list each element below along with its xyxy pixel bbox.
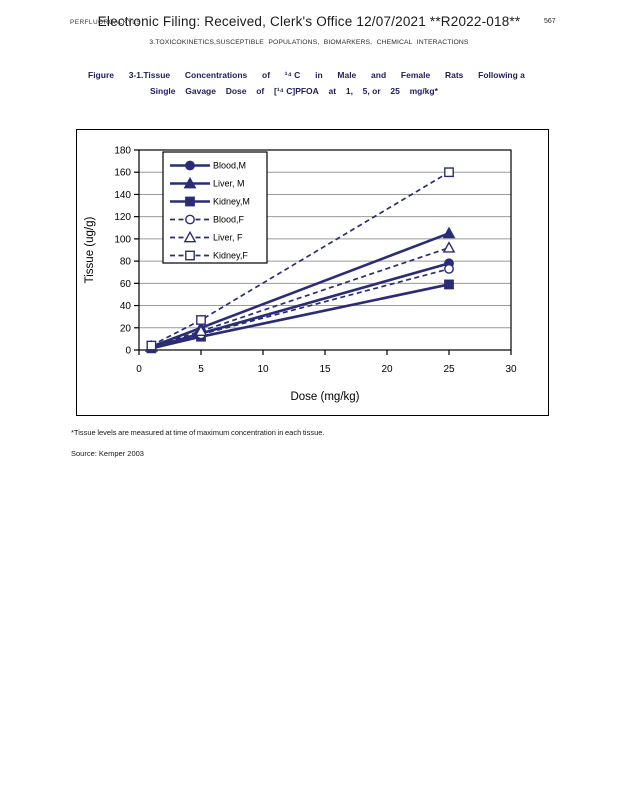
y-tick-label: 60 — [120, 279, 132, 290]
legend-marker-liver-f — [183, 230, 197, 243]
running-head: PERFLUOROALKYLS — [70, 19, 142, 26]
legend-label: Kidney,F — [213, 251, 248, 261]
legend-marker-liver-m — [183, 176, 197, 189]
x-tick-label: 25 — [443, 364, 455, 375]
x-tick-label: 20 — [381, 364, 393, 375]
caption-word: Figure — [88, 70, 114, 80]
caption-word: ¹⁴ C — [284, 70, 301, 80]
caption-word: at — [328, 86, 337, 96]
legend-label: Kidney,M — [213, 197, 250, 207]
x-tick-label: 30 — [505, 364, 517, 375]
series-kidney-f — [146, 167, 454, 351]
figure-caption-line-1: Figure 3-1.Tissue Concentrations of ¹⁴ C in Ma… — [88, 70, 525, 80]
y-tick-label: 0 — [125, 346, 131, 357]
caption-word: mg/kg* — [409, 86, 438, 96]
legend-label: Blood,F — [213, 215, 245, 225]
caption-word: Dose — [225, 86, 247, 96]
legend-item-liver-m: Liver, M — [170, 176, 245, 189]
caption-word: Male — [337, 70, 357, 80]
legend-item-kidney-m: Kidney,M — [170, 196, 250, 207]
legend-item-blood-f: Blood,F — [170, 214, 245, 225]
legend-label: Liver, M — [213, 179, 245, 189]
x-tick-label: 5 — [198, 364, 204, 375]
y-axis-title: Tissue (ug/g) — [84, 216, 96, 283]
x-axis-title: Dose (mg/kg) — [290, 391, 359, 403]
section-header: 3.TOXICOKINETICS,SUSCEPTIBLE POPULATIONS… — [149, 39, 469, 46]
legend-item-kidney-f: Kidney,F — [170, 250, 248, 261]
marker-kidney-f-5 — [196, 315, 206, 325]
x-tick-label: 0 — [136, 364, 142, 375]
y-tick-label: 20 — [120, 323, 132, 334]
caption-word: 5, or — [362, 86, 381, 96]
y-tick-label: 100 — [114, 234, 131, 245]
y-axis: 0 20 40 60 80 100 120 140 160 180 Tissue (ug/g) — [84, 146, 139, 357]
caption-word: 3-1.Tissue — [128, 70, 171, 80]
x-tick-label: 10 — [257, 364, 269, 375]
chart-legend: Blood,M Liver, M Kidney,M Blood,F Liver, F Ki… — [162, 151, 268, 264]
marker-kidney-f-1 — [146, 340, 157, 351]
caption-word: of — [256, 86, 265, 96]
caption-word: in — [315, 70, 323, 80]
caption-word: of — [262, 70, 271, 80]
y-tick-label: 140 — [114, 190, 131, 201]
figure-source: Source: Kemper 2003 — [71, 449, 144, 458]
marker-liver-f-25 — [442, 241, 456, 253]
caption-word: Concentrations — [184, 70, 248, 80]
y-tick-label: 180 — [114, 146, 131, 157]
legend-label: Liver, F — [213, 233, 243, 243]
caption-word: Gavage — [185, 86, 216, 96]
caption-word: 1, — [345, 86, 353, 96]
legend-marker-blood-f — [185, 214, 195, 225]
legend-marker-blood-m — [185, 160, 195, 171]
y-tick-label: 80 — [120, 257, 132, 268]
caption-word: Following a — [478, 70, 525, 80]
y-tick-label: 120 — [114, 212, 131, 223]
caption-word: and — [371, 70, 387, 80]
caption-word: Rats — [444, 70, 464, 80]
marker-liver-m-25 — [442, 226, 456, 239]
x-tick-label: 15 — [319, 364, 331, 375]
series-line-kidney-m — [151, 283, 450, 350]
caption-word: Single — [150, 86, 176, 96]
marker-liver-f-5 — [194, 324, 208, 337]
legend-marker-kidney-f — [185, 250, 195, 261]
caption-word: [¹⁴ C]PFOA — [274, 86, 319, 96]
legend-item-liver-f: Liver, F — [170, 230, 243, 243]
page-number: 567 — [544, 18, 556, 25]
marker-blood-f-25 — [444, 263, 454, 274]
legend-border — [162, 151, 268, 264]
y-tick-label: 40 — [120, 301, 132, 312]
tissue-chart-svg: 0 5 10 15 20 25 30 Dose (mg/kg) 0 20 40 60 80 100 120 1… — [84, 146, 517, 404]
x-axis: 0 5 10 15 20 25 30 Dose (mg/kg) — [136, 350, 517, 403]
caption-word: Female — [400, 70, 431, 80]
efiling-stamp: Electronic Filing: Received, Clerk's Off… — [97, 14, 521, 29]
legend-label: Blood,M — [213, 161, 246, 171]
figure-footnote: *Tissue levels are measured at time of m… — [71, 428, 325, 437]
y-tick-label: 160 — [114, 168, 131, 179]
caption-word: 25 — [390, 86, 400, 96]
tissue-concentration-chart: 0 5 10 15 20 25 30 Dose (mg/kg) 0 20 40 60 80 100 120 1… — [76, 129, 549, 416]
figure-caption-line-2: Single Gavage Dose of [¹⁴ C]PFOA at 1, 5, or 25 m… — [150, 86, 438, 96]
legend-item-blood-m: Blood,M — [170, 160, 246, 171]
marker-kidney-f-25 — [444, 167, 454, 178]
legend-marker-kidney-m — [185, 196, 195, 207]
marker-kidney-m-25 — [444, 279, 454, 290]
